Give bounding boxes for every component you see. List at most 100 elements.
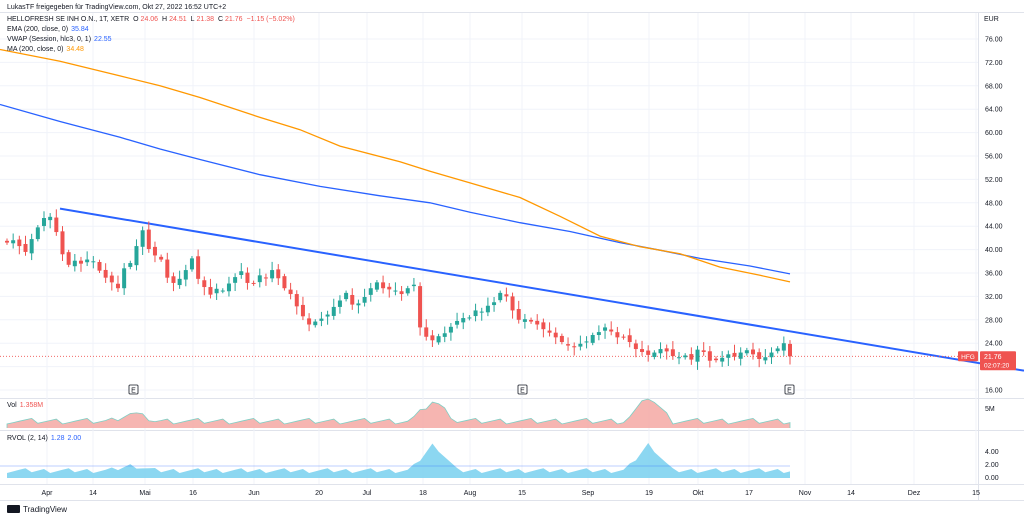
candle-body [547,330,552,333]
symbol-legend[interactable]: HELLOFRESH SE INH O.N., 1T, XETR O 24.06 … [7,15,297,24]
candle-body [714,358,719,361]
main-pane[interactable] [0,13,978,398]
candle-body [492,302,497,306]
candle-body [183,270,188,280]
candle-body [732,352,737,357]
candle-body [72,260,77,267]
vwap-legend[interactable]: VWAP (Session, hlc3, 0, 1) 22.55 [7,35,112,44]
y-tick-label: 28.00 [985,317,1003,324]
candle-body [307,318,312,325]
trendline [59,207,1024,372]
candle-body [159,256,164,260]
candle-body [134,246,139,266]
candle-body [381,282,386,289]
candle-body [763,357,768,361]
vwap-value: 22.55 [94,36,112,43]
candle-body [664,348,669,352]
candle-body [189,258,194,270]
x-tick-label: Jul [363,490,372,497]
y-tick-label: 40.00 [985,247,1003,254]
candle-body [603,327,608,331]
candle-body [689,354,694,360]
x-tick-label: Dez [908,490,921,497]
candle-body [66,252,71,265]
low-value: 21.38 [196,16,215,23]
candle-body [374,282,379,290]
grid [0,13,978,484]
ma-legend[interactable]: MA (200, close, 0) 34.48 [7,45,84,54]
x-tick-label: 15 [972,490,980,497]
x-tick-label: Mai [139,490,151,497]
volume-value: 1.358M [19,402,44,409]
candle-body [282,276,287,289]
x-tick-label: 14 [847,490,855,497]
candle-body [23,243,28,252]
candle-body [288,289,293,295]
y-tick-label: 16.00 [985,388,1003,395]
volume-axis-label: 5M [985,406,995,413]
volume-area-fill [7,399,790,428]
rvol-area [0,443,790,478]
candle-body [584,341,589,343]
x-tick-label: 20 [315,490,323,497]
candle-body [535,320,540,325]
low-label: L [190,16,195,23]
candle-body [430,335,435,341]
candle-body [85,259,90,263]
candle-body [751,349,756,355]
ma-line [0,48,791,283]
earnings-marker-label: E [131,388,136,395]
candle-body [387,286,392,290]
candle-body [146,229,151,250]
candle-body [788,343,792,357]
y-tick-label: 52.00 [985,177,1003,184]
close-value: 21.76 [225,16,243,23]
candle-body [646,350,651,355]
open-label: O [133,16,139,23]
candle-body [473,310,478,317]
candle-body [54,217,59,233]
tradingview-text: TradingView [23,505,68,514]
earnings-marker [128,384,139,395]
candle-body [202,280,207,288]
ema-legend[interactable]: EMA (200, close, 0) 35.84 [7,25,89,34]
rvol-legend[interactable]: RVOL (2, 14) 1.28 2.00 [7,434,81,443]
ma-label: MA (200, close, 0) [7,46,64,53]
candle-body [29,239,34,254]
candle-body [640,349,645,352]
candle-body [350,294,355,305]
volume-legend[interactable]: Vol 1.358M [7,401,43,410]
candle-body [757,352,762,359]
candle-body [171,276,176,283]
x-tick-label: 17 [745,490,753,497]
y-tick-label: 44.00 [985,224,1003,231]
y-tick-label: 24.00 [985,341,1003,348]
rvol-axis-label: 0.00 [985,475,999,482]
candle-body [510,296,515,311]
candle-body [41,218,46,226]
candle-body [362,296,367,303]
candle-body [541,322,546,330]
candle-body [522,319,527,322]
candle-body [467,317,472,319]
tradingview-logo[interactable]: TradingView [7,505,67,514]
candle-body [17,239,22,247]
rvol-axis-label: 2.00 [985,462,999,469]
y-tick-label: 32.00 [985,294,1003,301]
candle-body [60,231,65,255]
candle-body [695,349,700,362]
candlesticks [5,209,792,370]
candle-body [658,349,663,354]
open-value: 24.06 [140,16,159,23]
candle-body [479,311,484,313]
close-label: C [217,16,224,23]
candle-body [529,319,534,322]
candle-body [214,288,219,294]
candle-body [572,346,577,348]
earnings-marker [517,384,528,395]
candle-body [701,350,706,352]
x-tick-label: 14 [89,490,97,497]
candle-body [707,351,712,361]
candle-body [140,230,145,247]
